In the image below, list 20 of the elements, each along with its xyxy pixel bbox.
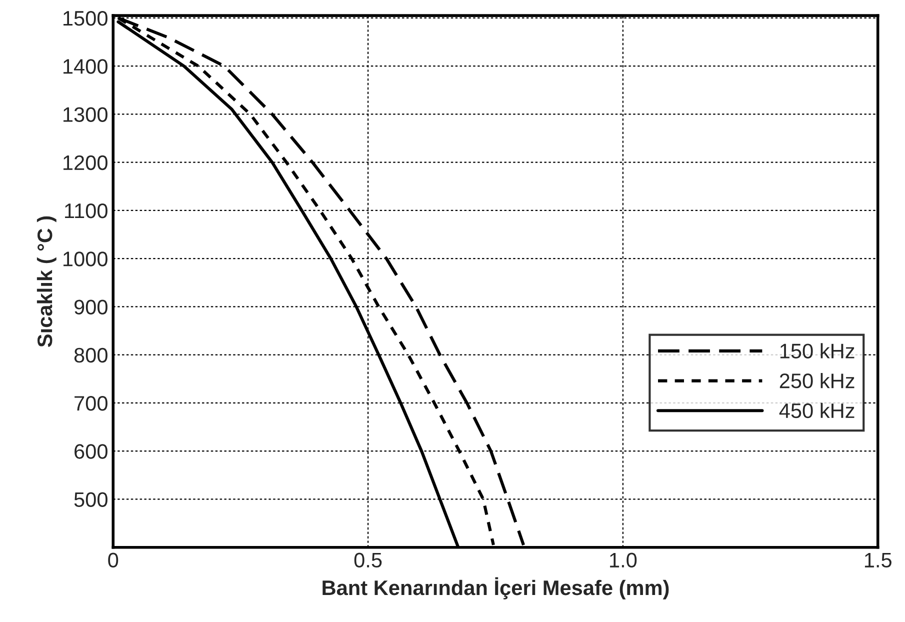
y-axis-title: Sıcaklık ( °C ) <box>36 216 56 347</box>
x-tick-label: 1.5 <box>864 552 892 568</box>
y-tick-label: 1100 <box>65 203 108 218</box>
y-tick-label: 1200 <box>64 155 108 170</box>
legend-label: 250 kHz <box>780 372 854 388</box>
x-axis-title: Bant Kenarından İçeri Mesafe (mm) <box>322 577 669 600</box>
y-tick-label: 1300 <box>64 107 108 122</box>
y-tick-label: 600 <box>74 444 108 459</box>
y-tick-label: 1000 <box>64 252 108 266</box>
legend-label: 450 kHz <box>779 402 854 418</box>
x-tick-label: 0 <box>108 552 118 568</box>
y-tick-label: 800 <box>74 348 108 363</box>
x-tick-label: 1.0 <box>610 552 637 568</box>
y-tick-label: 1400 <box>64 59 108 74</box>
y-tick-label: 1500 <box>64 10 108 26</box>
x-tick-label: 0.5 <box>354 552 382 568</box>
legend-label: 150 kHz <box>780 343 854 358</box>
y-tick-label: 900 <box>74 300 108 314</box>
y-tick-label: 500 <box>74 492 108 507</box>
y-tick-label: 700 <box>74 396 108 411</box>
